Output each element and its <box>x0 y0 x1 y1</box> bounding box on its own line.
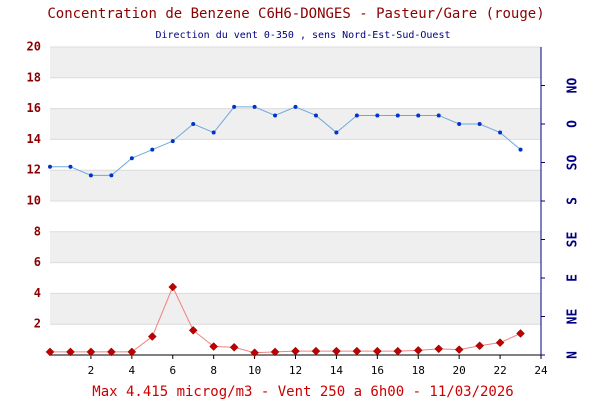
point <box>209 342 219 351</box>
x-tick-label: 18 <box>412 364 425 377</box>
grid-band <box>50 47 541 78</box>
point <box>454 345 464 354</box>
point <box>436 113 441 118</box>
chart-title: Concentration de Benzene C6H6-DONGES - P… <box>47 6 544 22</box>
point <box>416 113 421 118</box>
series-line <box>50 106 521 176</box>
point <box>68 164 73 169</box>
point <box>393 346 403 356</box>
x-tick-label: 20 <box>453 364 466 377</box>
chart-footer: Max 4.415 microg/m3 - Vent 250 a 6h00 - … <box>92 384 513 400</box>
point <box>352 346 362 356</box>
y-tick-label: 2 <box>34 317 41 331</box>
y-tick-label: 6 <box>34 255 41 269</box>
y-tick-label: 12 <box>27 163 41 177</box>
point <box>127 347 137 357</box>
point <box>168 282 178 292</box>
point <box>475 341 484 351</box>
point <box>518 147 523 152</box>
x-tick-label: 16 <box>371 364 384 377</box>
point <box>86 347 96 357</box>
grid-band <box>50 170 541 201</box>
y2-tick-label: SE <box>566 232 581 248</box>
point <box>45 347 55 357</box>
point <box>191 122 196 126</box>
point <box>150 147 155 152</box>
y2-tick-label: E <box>566 274 581 282</box>
grid-band <box>50 77 541 109</box>
y2-tick-label: SO <box>566 155 581 171</box>
point <box>354 113 359 118</box>
y2-tick-label: N <box>566 351 581 359</box>
point <box>109 173 114 178</box>
point <box>293 104 298 109</box>
grid-band <box>50 139 541 171</box>
grid-band <box>50 262 541 294</box>
point <box>498 130 503 135</box>
point <box>250 348 259 358</box>
point <box>291 346 300 356</box>
y2-tick-label: NE <box>566 309 581 325</box>
point <box>413 346 423 355</box>
grid-band <box>50 231 541 263</box>
point <box>372 346 382 356</box>
y-tick-label: 8 <box>34 224 41 238</box>
point <box>270 347 280 357</box>
chart-subtitle: Direction du vent 0-350 , sens Nord-Est-… <box>155 30 450 41</box>
point <box>88 173 93 178</box>
y-tick-label: 14 <box>27 132 41 146</box>
point <box>313 113 318 118</box>
grid-band <box>50 293 541 325</box>
x-tick-label: 22 <box>493 364 506 377</box>
point <box>66 347 75 357</box>
point <box>170 139 175 144</box>
y2-tick-label: NO <box>566 78 581 94</box>
y-tick-label: 4 <box>34 286 41 300</box>
point <box>48 164 52 169</box>
point <box>477 122 482 126</box>
point <box>252 104 257 109</box>
x-tick-label: 24 <box>534 364 548 377</box>
x-tick-label: 14 <box>330 364 344 377</box>
y-tick-label: 18 <box>27 70 41 84</box>
point <box>334 130 339 135</box>
x-tick-label: 12 <box>289 364 302 377</box>
x-tick-label: 10 <box>248 364 261 377</box>
x-tick-label: 6 <box>169 364 176 377</box>
point <box>434 344 444 354</box>
point <box>211 130 216 135</box>
point <box>375 113 380 118</box>
point <box>129 156 134 161</box>
x-tick-label: 4 <box>129 364 136 377</box>
point <box>232 104 237 109</box>
point <box>495 338 505 348</box>
point <box>516 329 525 338</box>
y2-tick-label: O <box>566 120 581 128</box>
point <box>147 332 157 341</box>
point <box>311 346 321 356</box>
y2-tick-label: S <box>566 197 581 205</box>
point <box>395 113 400 118</box>
point <box>229 342 239 352</box>
point <box>332 346 341 356</box>
point <box>188 326 198 335</box>
x-tick-label: 8 <box>210 364 217 377</box>
y-tick-label: 10 <box>27 194 41 208</box>
y-tick-label: 20 <box>27 40 41 54</box>
grid-band <box>50 201 541 232</box>
point <box>107 347 116 357</box>
point <box>457 122 462 126</box>
x-tick-label: 2 <box>88 364 95 377</box>
point <box>273 113 278 118</box>
y-tick-label: 16 <box>27 101 41 115</box>
